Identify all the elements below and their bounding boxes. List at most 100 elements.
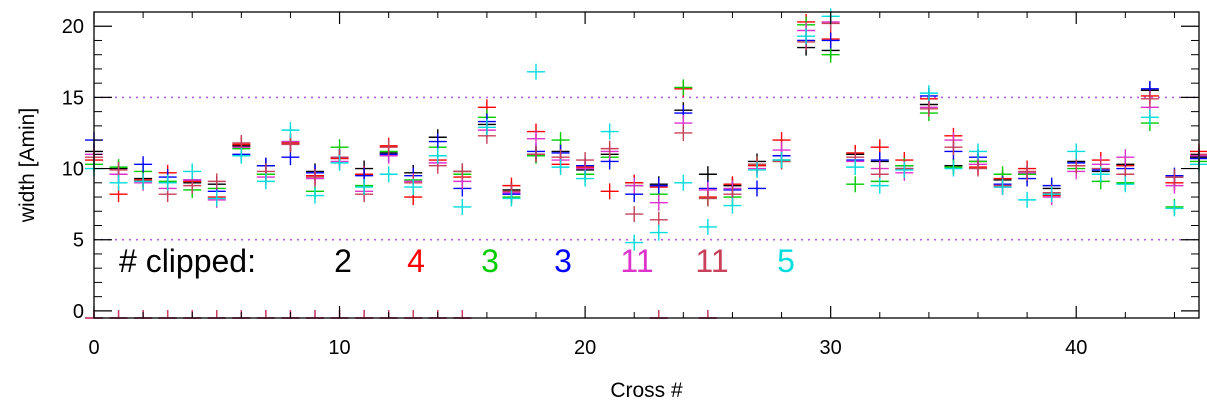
data-point [109,174,128,191]
data-point [551,159,570,176]
x-tick-label: 30 [820,337,842,359]
data-point [1116,149,1135,166]
x-tick-label: 20 [574,337,596,359]
data-point [502,190,521,207]
data-point [969,143,987,160]
data-point [158,174,177,191]
data-point [453,163,472,180]
clipped-count: 3 [481,243,499,279]
data-point [306,187,324,204]
data-point [1165,200,1184,217]
data-point [649,194,668,211]
clipped-marker [109,310,128,319]
y-axis-label: width [Amin] [16,108,39,223]
tick-labels: 0 10 20 30 40 0 5 10 15 20 [62,16,1088,359]
data-point [306,169,324,186]
x-tick-label: 10 [328,337,350,359]
data-points [85,8,1207,251]
series-5 [85,15,1207,228]
clipped-marker [306,310,324,319]
data-point [969,160,987,177]
data-point [1140,109,1159,126]
clipped-markers [85,310,717,319]
data-point [649,177,668,194]
data-point [477,119,496,136]
series-0 [85,39,1207,198]
clipped-count: 2 [334,243,352,279]
data-point [1140,90,1159,107]
data-point [944,139,963,156]
data-point [207,173,226,190]
y-tick-label: 0 [73,301,84,323]
series-2 [85,16,1207,215]
data-point [527,63,545,80]
data-point [944,160,963,177]
clipped-marker [256,310,275,319]
data-point [330,154,349,171]
y-tick-label: 15 [62,87,84,109]
x-axis-label: Cross # [610,379,683,402]
data-point [379,166,398,183]
series-4 [85,13,1207,211]
y-tick-label: 5 [73,230,84,252]
clipped-counts: 2 4 3 3 11 11 5 [334,243,795,279]
data-point [846,176,865,193]
data-point [895,161,914,178]
data-point [134,156,153,173]
data-point [698,166,717,183]
data-point [428,147,447,164]
clipped-marker [158,310,177,319]
x-tick-label: 0 [88,337,99,359]
y-tick-label: 10 [62,159,84,181]
data-point [748,180,766,197]
data-point [600,123,619,140]
data-point [1018,191,1037,208]
data-point [797,28,816,45]
clipped-marker [207,310,226,319]
data-point [674,124,693,141]
data-point [870,177,889,194]
data-point [1018,163,1037,180]
data-point [453,198,472,215]
clipped-count: 4 [407,243,425,279]
data-point [1165,169,1184,186]
data-point [281,122,300,139]
data-point [1091,166,1110,183]
data-point [379,139,398,156]
data-point [404,179,423,196]
data-point [846,159,865,176]
clipped-count: 11 [620,243,653,279]
data-point [183,163,202,180]
data-point [625,177,644,194]
data-point [576,170,595,187]
data-point [1116,176,1135,193]
data-point [281,136,300,153]
data-point [674,79,693,96]
clipped-marker [698,310,717,319]
clipped-marker [649,310,668,319]
clipped-marker [355,310,374,319]
data-point [821,32,840,49]
clipped-count: 11 [695,243,728,279]
data-point [183,177,202,194]
data-point [600,183,619,200]
clipped-marker [453,310,472,319]
data-point [428,133,447,150]
clipped-count: 3 [554,243,572,279]
axis-ticks [93,12,1199,318]
data-point [134,173,153,190]
series-1 [85,13,1207,206]
data-point [625,206,644,223]
data-point [527,130,545,147]
data-point [256,173,275,190]
data-point [772,152,791,169]
clipped-count: 5 [777,243,795,279]
data-point [207,190,226,207]
series-3 [85,32,1207,203]
data-point [1067,143,1086,160]
x-tick-label: 40 [1065,337,1087,359]
series-6 [85,8,1207,251]
data-point [232,147,251,164]
plot-frame [93,11,1200,319]
